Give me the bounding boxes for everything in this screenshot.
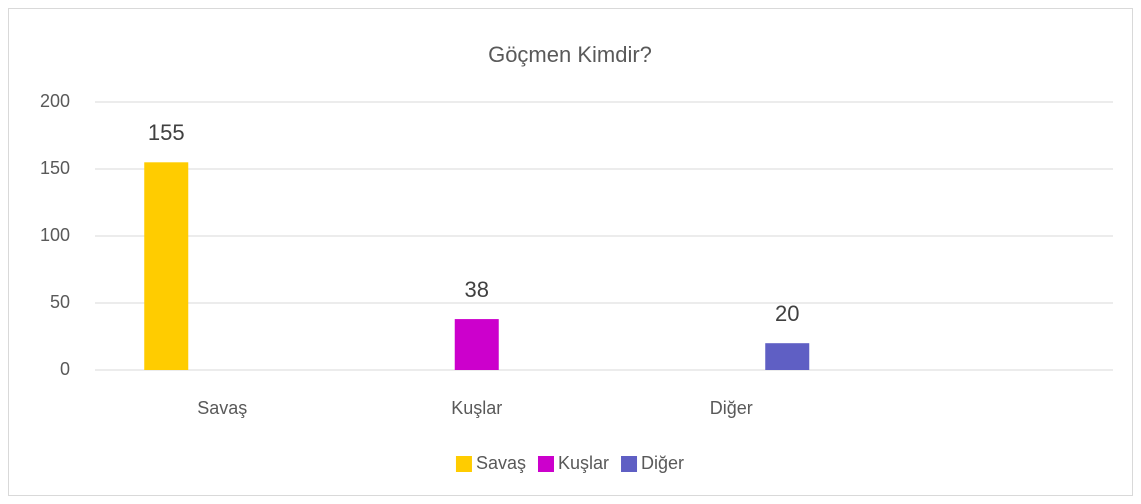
chart-title: Göçmen Kimdir? (488, 42, 652, 67)
y-tick-label: 150 (40, 158, 70, 178)
y-tick-label: 200 (40, 91, 70, 111)
bar (765, 343, 810, 370)
y-tick-label: 50 (50, 292, 70, 312)
bar (144, 162, 189, 370)
legend-label: Kuşlar (558, 453, 609, 473)
data-label: 155 (148, 120, 185, 145)
legend-swatch (621, 456, 638, 472)
legend-swatch (455, 456, 472, 472)
chart-border (8, 8, 1133, 496)
data-label: 20 (775, 301, 799, 326)
y-tick-label: 0 (60, 359, 70, 379)
x-tick-label: Savaş (197, 398, 247, 418)
x-tick-label: Diğer (710, 398, 753, 418)
x-tick-label: Kuşlar (451, 398, 502, 418)
legend-label: Diğer (641, 453, 684, 473)
data-label: 38 (465, 277, 489, 302)
y-tick-label: 100 (40, 225, 70, 245)
legend-swatch (537, 456, 554, 472)
bar (454, 319, 499, 370)
legend-label: Savaş (476, 453, 526, 473)
